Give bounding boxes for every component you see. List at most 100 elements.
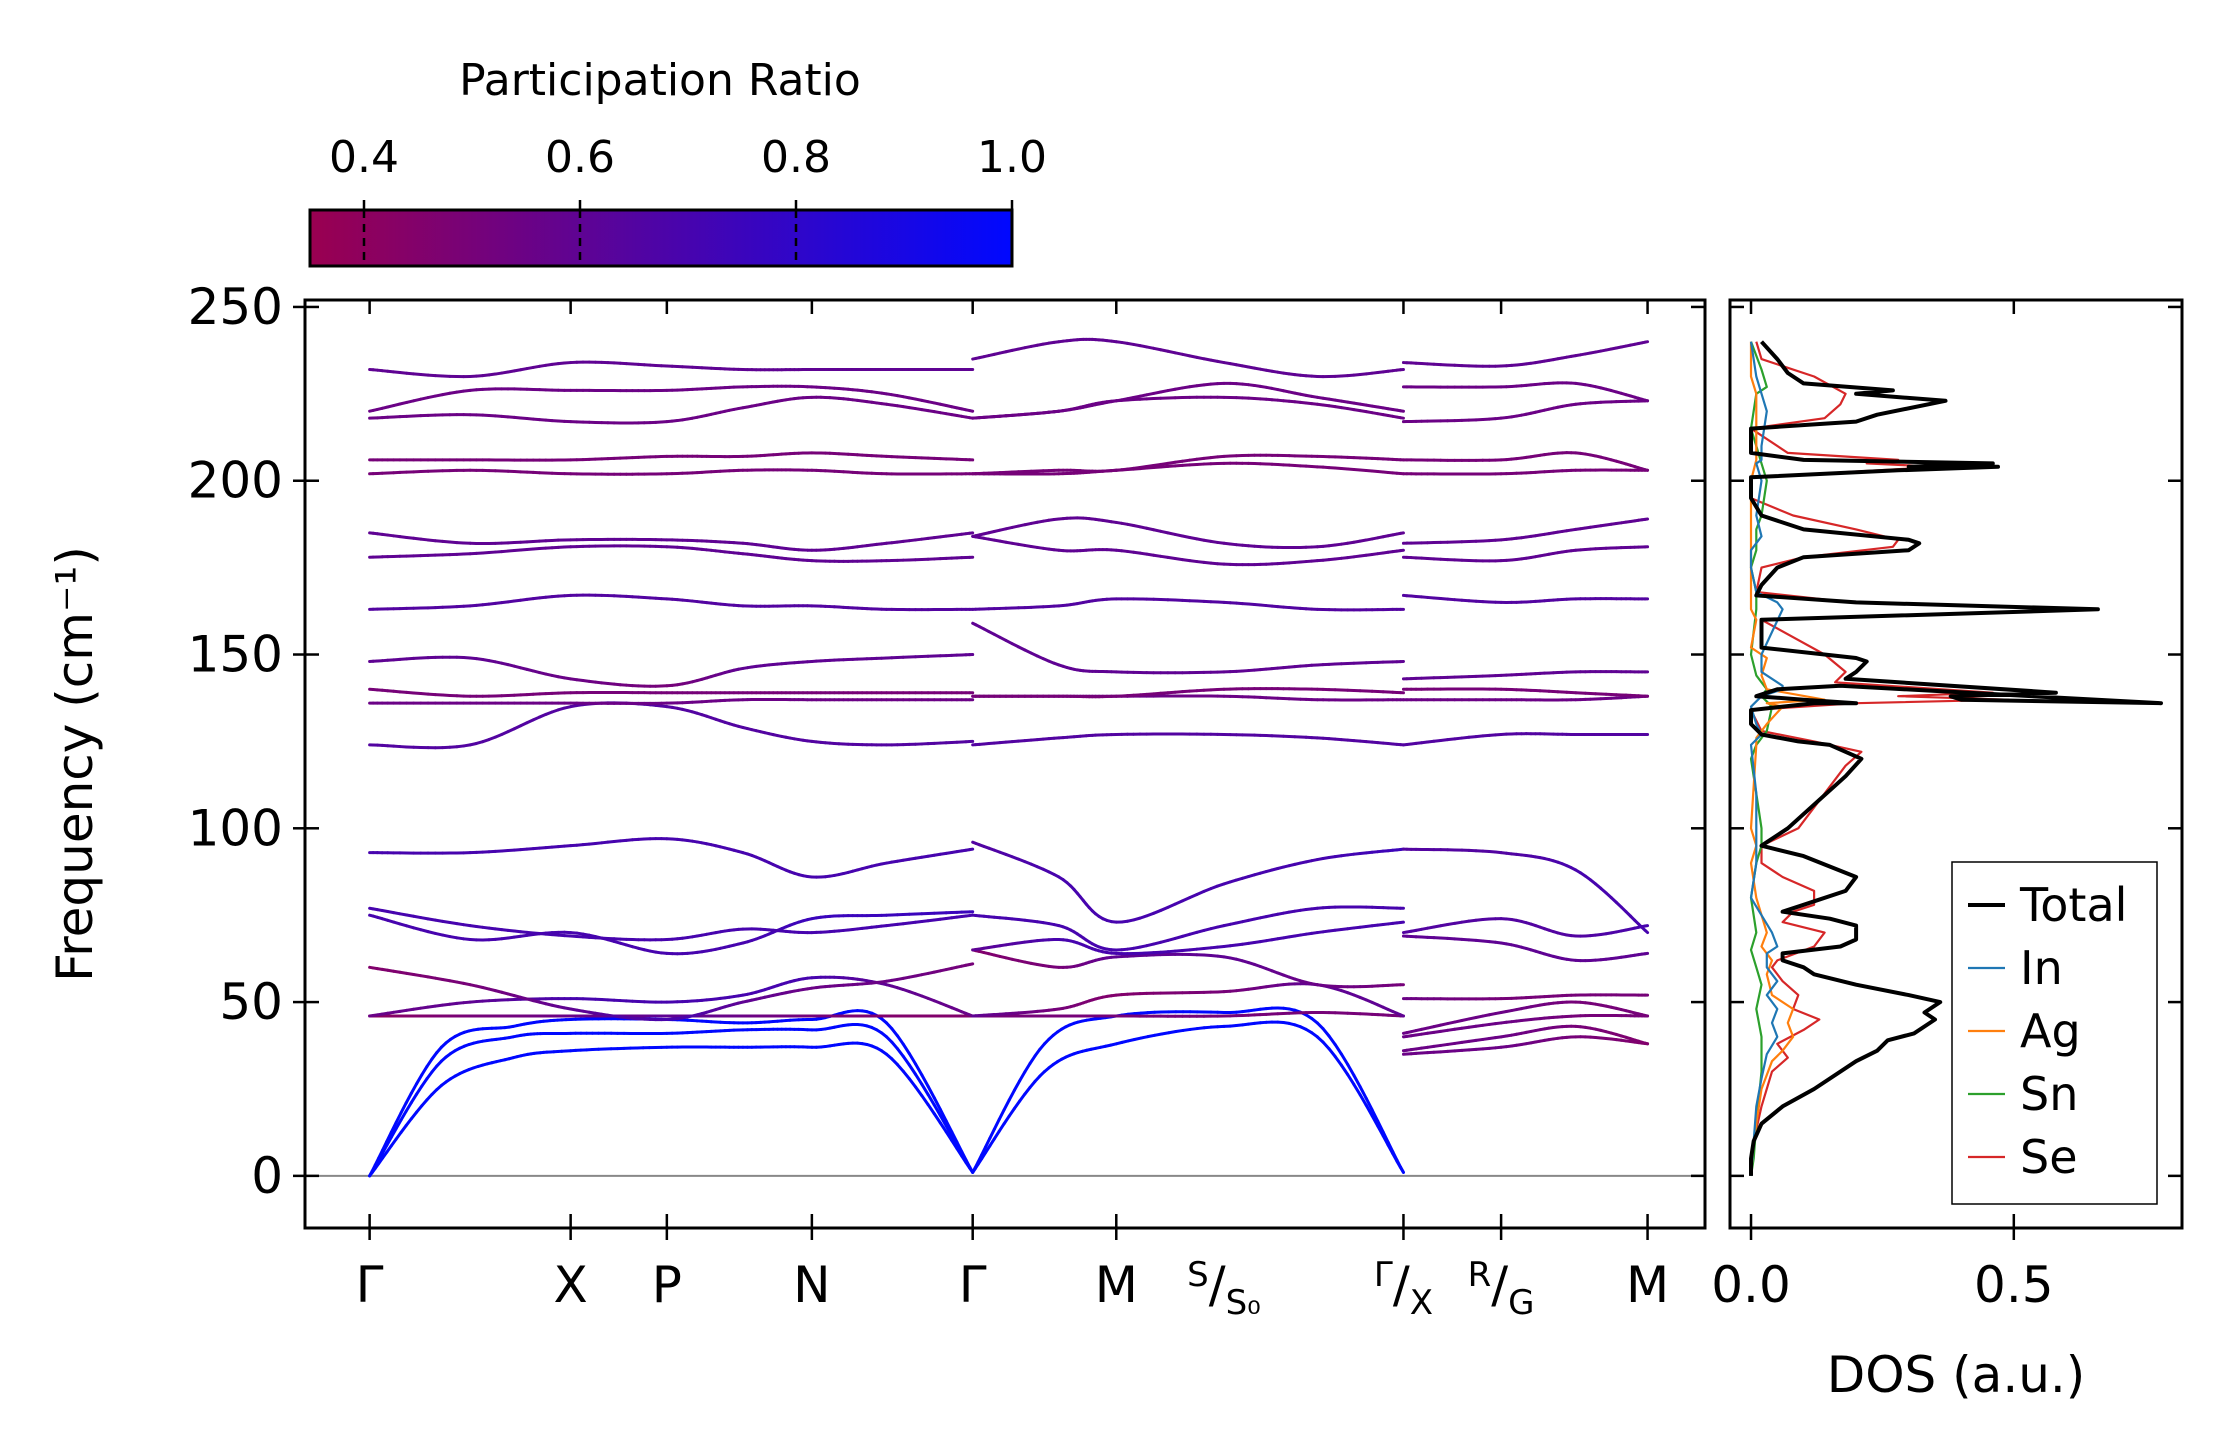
band-series: [971, 381, 1405, 420]
band-line-segment: [1002, 1098, 1011, 1112]
band-series: [971, 461, 1405, 476]
band-line-segment: [1370, 1108, 1380, 1123]
band-series: [971, 597, 1405, 612]
band-series: [368, 531, 975, 552]
band-line-segment: [920, 1073, 930, 1088]
band-line-segment: [944, 1124, 954, 1138]
band-line-segment: [1007, 1106, 1016, 1118]
band-line-segment: [901, 1054, 911, 1067]
band-line-segment: [404, 1101, 413, 1113]
band-series: [368, 593, 975, 612]
band-line-segment: [1339, 1063, 1350, 1077]
band-line-segment: [1339, 1052, 1350, 1066]
band-series: [971, 453, 1405, 476]
band-line-segment: [415, 1084, 424, 1096]
band-series: [1401, 545, 1650, 563]
colorbar-tick-label: 0.4: [329, 132, 399, 183]
band-line-segment: [968, 962, 975, 966]
band-line-segment: [1643, 1013, 1650, 1018]
band-series: [1401, 517, 1650, 545]
band-series: [368, 697, 975, 705]
colorbar-tick-label: 0.8: [761, 132, 831, 183]
band-series: [368, 384, 975, 413]
band-line-segment: [938, 1121, 948, 1134]
band-series: [1401, 732, 1650, 747]
band-series: [368, 451, 975, 462]
band-line-segment: [389, 1121, 398, 1134]
band-line-segment: [385, 1135, 393, 1147]
band-line-segment: [1352, 1082, 1362, 1097]
band-series: [368, 906, 975, 942]
band-line-segment: [1643, 468, 1650, 472]
band-series: [971, 337, 1405, 379]
band-series: [368, 360, 975, 379]
band-line-segment: [385, 1130, 393, 1144]
band-series: [368, 910, 975, 956]
band-line-segment: [1333, 1054, 1343, 1067]
band-series: [368, 962, 975, 1022]
band-line-segment: [409, 1082, 419, 1095]
band-series: [368, 975, 975, 1018]
band-line-segment: [1398, 531, 1405, 535]
band-series: [971, 621, 1405, 675]
band-line-segment: [1643, 1041, 1650, 1046]
band-line-segment: [997, 1122, 1006, 1133]
band-series: [971, 920, 1405, 956]
band-line-segment: [409, 1092, 419, 1105]
band-series: [1401, 399, 1650, 424]
band-line-segment: [415, 1073, 424, 1086]
band-line-segment: [950, 1134, 959, 1147]
band-line-segment: [1643, 398, 1650, 403]
band-line-segment: [1012, 1079, 1022, 1092]
band-series: [971, 982, 1405, 1018]
band-line-segment: [914, 1062, 924, 1077]
band-line-segment: [944, 1130, 954, 1142]
band-series: [368, 701, 975, 750]
band-line-segment: [425, 1057, 434, 1069]
band-line-segment: [1643, 928, 1650, 935]
band-series: [1401, 468, 1650, 476]
band-line-segment: [920, 1094, 930, 1107]
band-series: [368, 653, 975, 688]
band-line-segment: [932, 1096, 942, 1111]
band-series: [971, 687, 1405, 699]
band-line-segment: [890, 1027, 899, 1038]
band-series: [1401, 340, 1650, 368]
band-line-segment: [1018, 1070, 1027, 1083]
band-series: [971, 1020, 1405, 1174]
band-line-segment: [938, 1114, 948, 1128]
band-line-segment: [895, 1047, 905, 1058]
colorbar-ticks: 0.4 0.6 0.8 1.0: [329, 132, 1047, 266]
band-line-segment: [1358, 1093, 1368, 1107]
band-line-segment: [907, 1077, 918, 1089]
band-series: [1401, 934, 1650, 963]
band-line-segment: [1007, 1088, 1016, 1102]
band-line-segment: [926, 1103, 936, 1116]
band-line-segment: [420, 1077, 429, 1088]
band-line-segment: [1376, 1124, 1385, 1138]
band-line-segment: [389, 1127, 398, 1139]
band-series: [1401, 1024, 1650, 1053]
band-series: [971, 948, 1405, 989]
colorbar: Participation Ratio 0.4 0.6 0.8 1.0: [308, 55, 1047, 268]
band-line-segment: [1327, 1047, 1337, 1058]
band-series: [971, 534, 1405, 567]
band-series: [1401, 1013, 1650, 1039]
band-line-segment: [1002, 1114, 1011, 1126]
band-line-segment: [926, 1084, 936, 1100]
band-series: [1401, 917, 1650, 938]
band-line-segment: [932, 1103, 942, 1118]
band-line-segment: [968, 409, 975, 413]
band-line-segment: [914, 1085, 924, 1098]
band-line-segment: [944, 1119, 954, 1134]
band-line-segment: [907, 1063, 918, 1076]
band-line-segment: [950, 1138, 959, 1151]
band-line-segment: [399, 1109, 408, 1122]
band-line-segment: [1398, 1013, 1405, 1018]
band-lines: [305, 337, 1705, 1178]
band-series: [1401, 451, 1650, 472]
band-line-segment: [1376, 1119, 1385, 1134]
band-line-segment: [1333, 1042, 1343, 1056]
band-series: [971, 732, 1405, 747]
